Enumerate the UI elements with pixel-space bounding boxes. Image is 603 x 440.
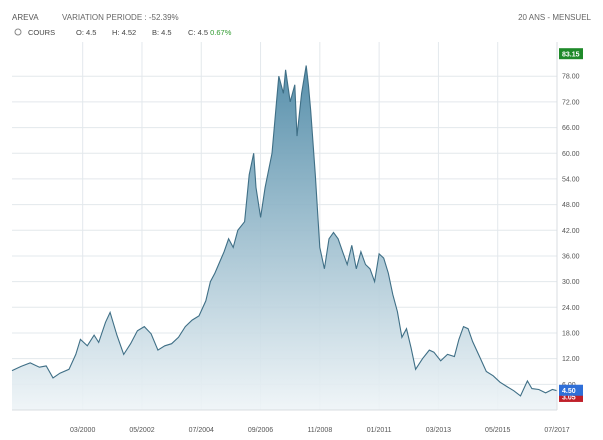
- y-tick-label: 42.00: [562, 228, 580, 235]
- last-price-tag: [559, 384, 583, 396]
- y-tick-label: 78.00: [562, 74, 580, 81]
- instrument-name: AREVA: [12, 13, 39, 22]
- price-area: [12, 65, 557, 410]
- price-tags: 83.15 3.054.50: [559, 48, 583, 402]
- ohlc-high: H: 4.52: [112, 28, 136, 37]
- y-tick-label: 12.00: [562, 356, 580, 363]
- open-label: O:: [76, 28, 86, 37]
- ohlc-close: C: 4.5 0.67%: [188, 28, 232, 37]
- x-tick-label: 05/2015: [485, 427, 510, 434]
- y-tick-label: 24.00: [562, 305, 580, 312]
- x-tick-label: 07/2017: [544, 427, 569, 434]
- variation-value: -52.39%: [149, 13, 179, 22]
- high-value: 4.52: [122, 28, 137, 37]
- max-price-tag-label: 83.15: [562, 52, 580, 59]
- high-label: H:: [112, 28, 122, 37]
- close-label: C:: [188, 28, 198, 37]
- y-tick-label: 30.00: [562, 279, 580, 286]
- x-tick-label: 07/2004: [189, 427, 214, 434]
- y-tick-label: 66.00: [562, 125, 580, 132]
- y-tick-label: 60.00: [562, 151, 580, 158]
- close-value: 4.5: [198, 28, 208, 37]
- period-label: 20 ANS - MENSUEL: [518, 13, 591, 22]
- x-tick-label: 01/2011: [367, 427, 392, 434]
- x-tick-label: 03/2000: [70, 427, 95, 434]
- y-tick-label: 36.00: [562, 253, 580, 260]
- series-name: COURS: [28, 28, 55, 37]
- open-value: 4.5: [86, 28, 96, 37]
- y-tick-label: 18.00: [562, 330, 580, 337]
- y-tick-label: 54.00: [562, 176, 580, 183]
- x-tick-label: 11/2008: [307, 427, 332, 434]
- min-price-tag: [559, 390, 583, 402]
- min-price-tag-label: 3.05: [562, 394, 576, 401]
- y-tick-label: 48.00: [562, 202, 580, 209]
- x-tick-label: 05/2002: [129, 427, 154, 434]
- x-tick-label: 09/2006: [248, 427, 273, 434]
- series-toggle-icon[interactable]: [14, 28, 22, 36]
- last-price-tag-label: 4.50: [562, 388, 576, 395]
- max-price-tag: [559, 48, 583, 60]
- variation-label-text: VARIATION PERIODE :: [62, 13, 149, 22]
- ohlc-low: B: 4.5: [152, 28, 172, 37]
- price-line: [11, 65, 558, 397]
- change-value: 0.67%: [210, 28, 232, 37]
- x-tick-label: 03/2013: [426, 427, 451, 434]
- ohlc-open: O: 4.5: [76, 28, 96, 37]
- variation-label: VARIATION PERIODE : -52.39%: [62, 13, 179, 22]
- low-label: B:: [152, 28, 161, 37]
- y-tick-label: 72.00: [562, 99, 580, 106]
- low-value: 4.5: [161, 28, 171, 37]
